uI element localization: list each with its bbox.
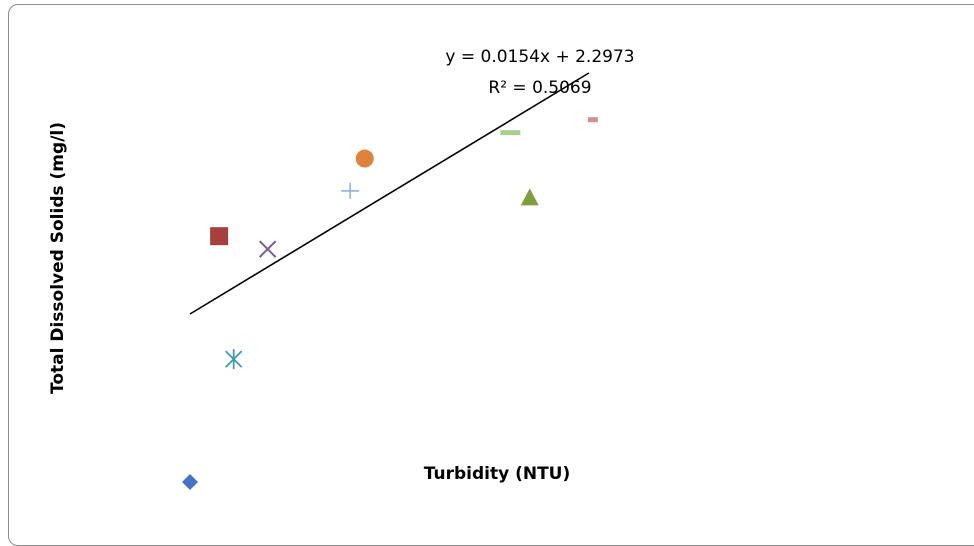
data-point-triangle	[520, 188, 539, 206]
data-point-diamond	[182, 474, 198, 491]
plot-marks	[182, 117, 598, 491]
x-axis-label: Turbidity (NTU)	[424, 464, 571, 484]
data-point-square	[210, 227, 229, 246]
data-point-x	[258, 240, 277, 258]
data-point-short-dash	[587, 117, 598, 123]
data-point-circle	[355, 149, 374, 168]
trendline-equation: y = 0.0154x + 2.2973	[445, 47, 634, 67]
data-point-dash	[500, 130, 521, 136]
trendline	[189, 72, 590, 315]
data-point-plus	[341, 182, 360, 199]
chart-frame	[8, 4, 974, 546]
scatter-chart: y = 0.0154x + 2.2973 R² = 0.5069 Turbidi…	[48, 47, 635, 491]
y-axis-label: Total Dissolved Solids (mg/l)	[48, 122, 68, 394]
data-point-star	[225, 349, 243, 370]
trendline-r-squared: R² = 0.5069	[488, 78, 591, 98]
